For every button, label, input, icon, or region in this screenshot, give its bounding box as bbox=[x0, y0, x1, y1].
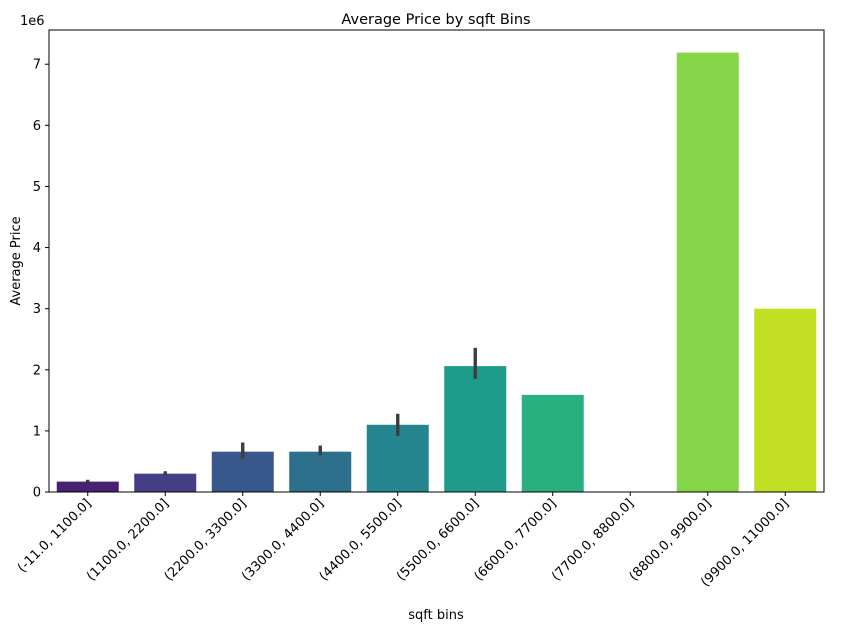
y-tick-label: 2 bbox=[33, 363, 41, 378]
x-tick-label: (3300.0, 4400.0] bbox=[239, 496, 327, 584]
plot-frame bbox=[48, 29, 825, 493]
x-tick-label: (6600.0, 7700.0] bbox=[472, 496, 560, 584]
y-axis-ticks: 0 1 2 3 4 5 6 7 bbox=[33, 58, 49, 501]
y-tick-label: 1 bbox=[33, 424, 41, 439]
bar bbox=[289, 451, 352, 492]
bar bbox=[444, 366, 507, 492]
x-axis-ticks: (-11.0, 1100.0](1100.0, 2200.0](2200.0, … bbox=[15, 492, 792, 590]
bar bbox=[134, 473, 197, 492]
x-tick-label: (-11.0, 1100.0] bbox=[15, 496, 95, 576]
y-tick-label: 5 bbox=[33, 180, 41, 195]
x-tick-label: (9900.0, 11000.0] bbox=[698, 496, 792, 590]
bar bbox=[676, 52, 739, 492]
y-tick-label: 3 bbox=[33, 302, 41, 317]
y-axis-label: Average Price bbox=[9, 216, 24, 305]
x-tick-label: (4400.0, 5500.0] bbox=[317, 496, 405, 584]
error-bars bbox=[86, 347, 477, 483]
bar bbox=[56, 481, 119, 492]
bars bbox=[56, 52, 817, 492]
y-offset-label: 1e6 bbox=[20, 14, 45, 29]
x-tick-label: (1100.0, 2200.0] bbox=[84, 496, 172, 584]
chart-title: Average Price by sqft Bins bbox=[341, 12, 530, 28]
bar bbox=[366, 424, 429, 492]
y-tick-label: 0 bbox=[33, 486, 41, 501]
y-tick-label: 4 bbox=[33, 241, 41, 256]
x-tick-label: (2200.0, 3300.0] bbox=[162, 496, 250, 584]
bar bbox=[754, 308, 817, 492]
y-tick-label: 6 bbox=[33, 119, 41, 134]
x-axis-label: sqft bins bbox=[408, 608, 464, 623]
x-tick-label: (7700.0, 8800.0] bbox=[549, 496, 637, 584]
x-tick-label: (8800.0, 9900.0] bbox=[627, 496, 715, 584]
x-tick-label: (5500.0, 6600.0] bbox=[394, 496, 482, 584]
bar bbox=[521, 394, 584, 492]
y-tick-label: 7 bbox=[33, 58, 41, 73]
